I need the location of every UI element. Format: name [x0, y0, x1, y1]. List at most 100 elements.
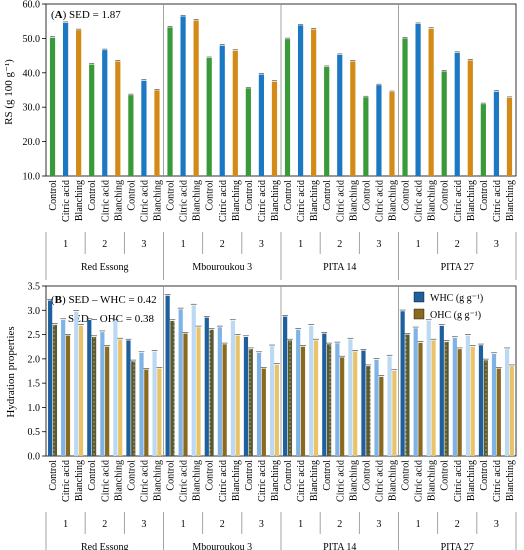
rs-bar	[297, 25, 304, 176]
whc-bar	[217, 327, 222, 456]
whc-bar	[426, 320, 431, 456]
ohc-bar-pattern	[287, 340, 293, 456]
whc-bar	[504, 349, 510, 456]
rs-bar	[115, 61, 121, 177]
ohc-bar-pattern	[405, 334, 410, 456]
whc-bar	[204, 317, 209, 456]
panel-b-y-tick-label: 3.0	[28, 306, 41, 317]
panel-a-x-tick-label: Blanching	[466, 180, 477, 221]
panel-a-x-tick-label: Blanching	[309, 180, 320, 221]
panel-a-y-tick-label: 60.0	[23, 0, 41, 11]
panel-a-level-label: 3	[141, 239, 146, 250]
panel-b-x-tick-label: Control	[322, 460, 333, 491]
panel-b-x-tick-label: Citric acid	[218, 460, 229, 502]
ohc-bar	[353, 351, 358, 456]
ohc-bar	[418, 342, 423, 456]
panel-b-x-tick-label: Blanching	[466, 460, 477, 501]
whc-bar	[230, 320, 236, 456]
rs-bar	[493, 91, 500, 176]
panel-a-chart: (A) SED = 1.87 RS (g 100 g⁻¹) 10.0 20.0 30…	[3, 0, 517, 280]
panel-a-group-label: Mbouroukou 3	[192, 262, 252, 273]
legend-item-whc: WHC (g g⁻¹)	[413, 291, 483, 304]
ohc-bar	[274, 364, 279, 456]
whc-bar	[243, 337, 249, 456]
ohc-bar	[157, 368, 162, 456]
legend-item-ohc: OHC (g g⁻¹)	[413, 308, 481, 321]
rs-bar	[337, 54, 343, 176]
whc-bar	[465, 335, 471, 456]
panel-a-x-tick-label: Control	[205, 180, 216, 211]
rs-bar	[506, 97, 513, 176]
legend-label-whc: WHC (g g⁻¹)	[430, 293, 483, 304]
panel-a-x-tick-label: Citric acid	[414, 180, 425, 222]
panel-a-x-tick-label: Control	[244, 180, 255, 211]
panel-a-x-tick-label: Control	[166, 180, 177, 211]
rs-bar	[415, 23, 421, 177]
rs-bar	[154, 90, 160, 176]
panel-b-group-label: PITA 14	[323, 542, 356, 550]
panel-b-x-tick-label: Citric acid	[335, 460, 346, 502]
ohc-bar-pattern	[444, 341, 449, 456]
rs-bar	[428, 28, 434, 176]
legend-label-ohc: OHC (g g⁻¹)	[430, 310, 481, 321]
whc-bar	[374, 359, 379, 456]
panel-b-y-tick-label: 1.5	[28, 379, 41, 390]
panel-a-x-tick-label: Control	[126, 180, 137, 211]
rs-bar	[245, 88, 251, 176]
rs-bar	[311, 29, 317, 177]
panel-b-y-tick-label: 0.0	[28, 452, 41, 463]
panel-b-y-tick-label: 2.0	[28, 354, 41, 365]
whc-bar	[269, 346, 275, 456]
panel-a-y-tick-label: 10.0	[23, 172, 41, 183]
panel-a-x-tick-label: Blanching	[348, 180, 359, 221]
panel-a-x-tick-label: Citric acid	[492, 180, 503, 222]
panel-a-annotation: (A) SED = 1.87	[51, 9, 121, 21]
rs-bar	[141, 80, 147, 176]
panel-b-level-label: 2	[220, 519, 225, 530]
whc-bar	[87, 320, 92, 456]
panel-b-x-tick-label: Control	[401, 460, 412, 491]
whc-bar	[256, 353, 262, 456]
ohc-bar	[118, 339, 123, 456]
legend: WHC (g g⁻¹) OHC (g g⁻¹)	[413, 291, 483, 321]
panel-a-x-tick-label: Citric acid	[453, 180, 464, 222]
panel-b-x-tick-label: Control	[244, 460, 255, 491]
panel-b-x-tick-label: Blanching	[74, 460, 85, 501]
ohc-bar	[105, 346, 110, 456]
whc-bar	[491, 354, 497, 456]
rs-bar	[219, 45, 225, 177]
ohc-bar-pattern	[366, 366, 371, 456]
ohc-bar-pattern	[326, 344, 332, 456]
ohc-bar-pattern	[248, 349, 253, 456]
ohc-bar	[235, 335, 240, 456]
rs-bar	[480, 104, 486, 176]
whc-bar	[126, 340, 131, 456]
whc-bar	[400, 311, 405, 456]
ohc-bar	[379, 376, 384, 456]
whc-bar	[283, 316, 288, 456]
panel-a-x-tick-label: Control	[87, 180, 98, 211]
panel-b-level-label: 2	[102, 519, 107, 530]
whc-bar	[74, 311, 79, 456]
rs-bar	[49, 37, 56, 176]
panel-a-x-tick-label: Citric acid	[139, 180, 150, 222]
whc-bar	[348, 339, 353, 456]
rs-bar	[258, 74, 265, 176]
rs-bar	[193, 20, 199, 177]
panel-b-y-tick-label: 0.5	[28, 427, 41, 438]
panel-a-x-tick-label: Blanching	[270, 180, 281, 221]
panel-a-level-label: 2	[220, 239, 225, 250]
ohc-bar-pattern	[170, 320, 175, 456]
panel-a-level-label: 3	[376, 239, 381, 250]
ohc-bar	[196, 327, 201, 456]
panel-b-x-tick-label: Blanching	[427, 460, 438, 501]
panel-a-y-tick-label: 40.0	[23, 68, 41, 79]
panel-b-y-axis-label: Hydration properties	[5, 326, 17, 417]
panel-a-x-tick-label: Citric acid	[218, 180, 229, 222]
ohc-bar	[261, 368, 266, 456]
panel-b-x-tick-label: Control	[48, 460, 59, 491]
whc-bar	[100, 332, 105, 456]
ohc-bar-pattern	[52, 324, 58, 456]
whc-bar	[322, 333, 327, 456]
panel-b-x-tick-label: Citric acid	[374, 460, 385, 502]
